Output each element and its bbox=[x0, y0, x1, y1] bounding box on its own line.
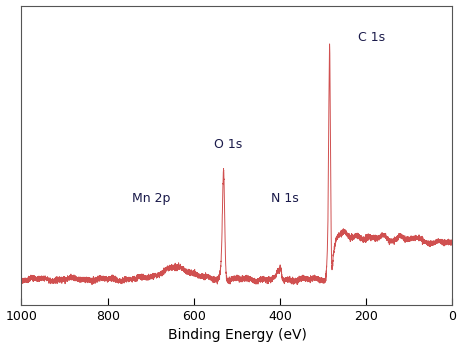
Text: O 1s: O 1s bbox=[214, 139, 243, 151]
Text: Mn 2p: Mn 2p bbox=[132, 192, 170, 205]
Text: N 1s: N 1s bbox=[271, 192, 299, 205]
X-axis label: Binding Energy (eV): Binding Energy (eV) bbox=[168, 329, 306, 342]
Text: C 1s: C 1s bbox=[358, 31, 385, 44]
